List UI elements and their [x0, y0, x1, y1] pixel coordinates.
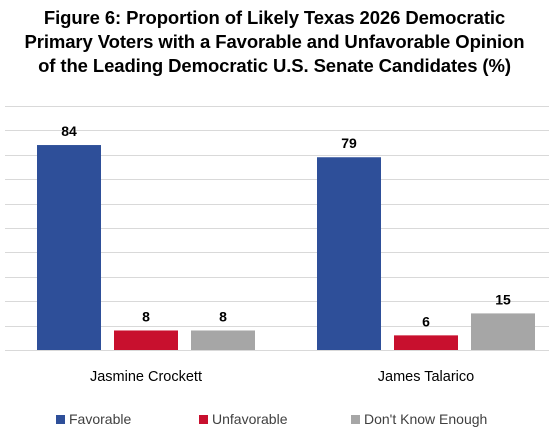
legend: Favorable Unfavorable Don't Know Enough [56, 411, 487, 427]
bars [37, 145, 535, 350]
data-label: 6 [422, 313, 430, 329]
legend-swatch [199, 415, 208, 424]
chart-title-line-1: Figure 6: Proportion of Likely Texas 202… [43, 7, 506, 28]
category-label: James Talarico [378, 369, 474, 385]
chart-title-line-3: of the Leading Democratic U.S. Senate Ca… [38, 55, 511, 76]
legend-swatch [56, 415, 65, 424]
category-labels: Jasmine Crockett James Talarico [90, 369, 474, 385]
legend-entry: Favorable [69, 411, 131, 427]
legend-entry: Unfavorable [212, 411, 288, 427]
bar-favorable-1 [317, 157, 381, 350]
data-label: 8 [142, 308, 150, 324]
data-label: 15 [495, 291, 511, 307]
chart-title: Figure 6: Proportion of Likely Texas 202… [0, 6, 549, 78]
legend-entry: Don't Know Enough [364, 411, 487, 427]
data-label: 8 [219, 308, 227, 324]
bar-unfavorable-1 [394, 335, 458, 350]
data-label: 79 [341, 135, 357, 151]
chart-title-line-2: Primary Voters with a Favorable and Unfa… [24, 31, 525, 52]
bar-unfavorable-0 [114, 330, 178, 350]
data-labels: 84 8 8 79 6 15 [61, 123, 511, 329]
category-label: Jasmine Crockett [90, 369, 202, 385]
data-label: 84 [61, 123, 77, 139]
legend-swatch [351, 415, 360, 424]
bar-don-t-know-enough-1 [471, 313, 535, 350]
bar-favorable-0 [37, 145, 101, 350]
bar-don-t-know-enough-0 [191, 330, 255, 350]
